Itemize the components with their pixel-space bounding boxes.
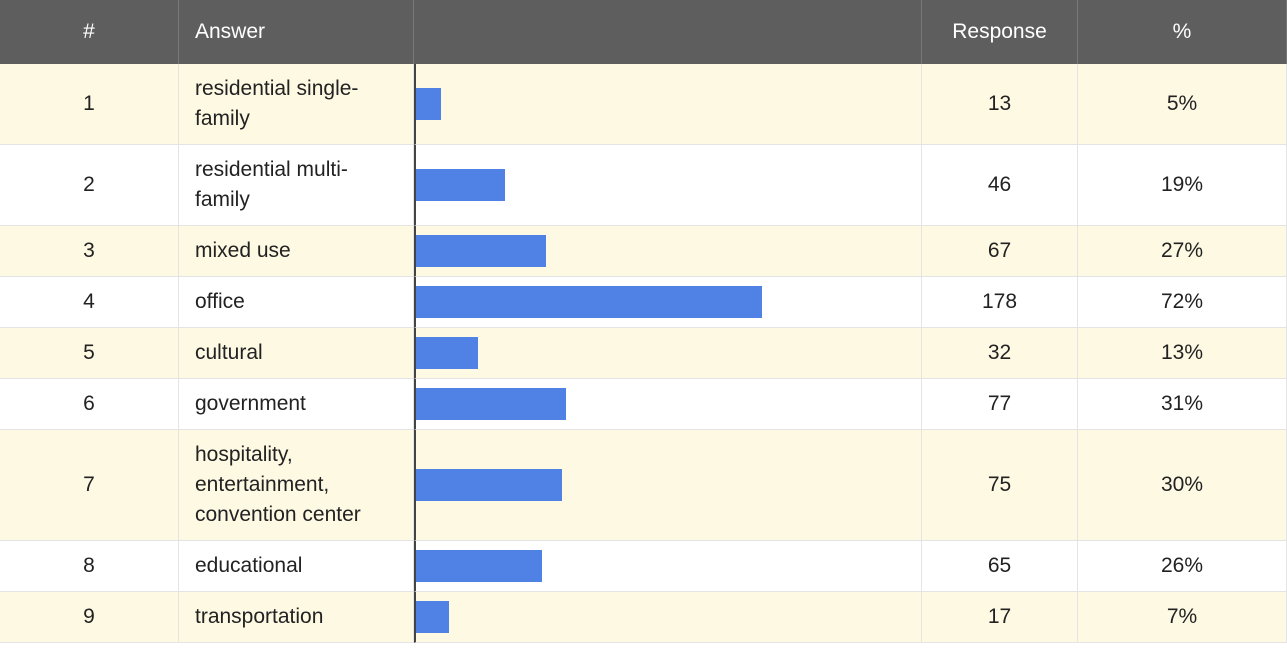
row-answer: educational [179, 541, 414, 592]
response-bar [416, 469, 562, 501]
row-number: 4 [0, 277, 179, 328]
row-number: 3 [0, 226, 179, 277]
row-number: 8 [0, 541, 179, 592]
response-bar [416, 169, 506, 201]
bar-cell [414, 328, 922, 379]
bar-cell [414, 379, 922, 430]
row-percent: 26% [1078, 541, 1287, 592]
bar-cell [414, 430, 922, 541]
row-percent: 30% [1078, 430, 1287, 541]
row-percent: 72% [1078, 277, 1287, 328]
header-bar [414, 0, 922, 64]
row-answer: transportation [179, 592, 414, 643]
bar-cell [414, 145, 922, 226]
row-response: 178 [922, 277, 1078, 328]
row-number: 1 [0, 64, 179, 145]
row-response: 17 [922, 592, 1078, 643]
bar-cell [414, 226, 922, 277]
row-response: 77 [922, 379, 1078, 430]
row-answer: cultural [179, 328, 414, 379]
row-percent: 31% [1078, 379, 1287, 430]
row-percent: 7% [1078, 592, 1287, 643]
row-percent: 13% [1078, 328, 1287, 379]
header-percent: % [1078, 0, 1287, 64]
row-number: 2 [0, 145, 179, 226]
bar-cell [414, 277, 922, 328]
row-response: 67 [922, 226, 1078, 277]
row-response: 75 [922, 430, 1078, 541]
row-percent: 5% [1078, 64, 1287, 145]
row-response: 65 [922, 541, 1078, 592]
row-number: 7 [0, 430, 179, 541]
response-bar [416, 550, 543, 582]
results-table: # Answer Response % 1 residential single-… [0, 0, 1287, 643]
row-percent: 27% [1078, 226, 1287, 277]
response-bar [416, 286, 762, 318]
bar-cell [414, 541, 922, 592]
row-answer: residential multi-family [179, 145, 414, 226]
row-response: 32 [922, 328, 1078, 379]
row-number: 6 [0, 379, 179, 430]
row-answer: office [179, 277, 414, 328]
row-response: 46 [922, 145, 1078, 226]
header-response: Response [922, 0, 1078, 64]
response-bar [416, 235, 547, 267]
response-bar [416, 337, 479, 369]
response-bar [416, 388, 566, 420]
row-percent: 19% [1078, 145, 1287, 226]
row-number: 9 [0, 592, 179, 643]
header-number: # [0, 0, 179, 64]
bar-cell [414, 592, 922, 643]
row-answer: hospitality, entertainment, convention c… [179, 430, 414, 541]
row-answer: mixed use [179, 226, 414, 277]
row-number: 5 [0, 328, 179, 379]
row-response: 13 [922, 64, 1078, 145]
row-answer: residential single-family [179, 64, 414, 145]
response-bar [416, 601, 450, 633]
response-bar [416, 88, 442, 120]
row-answer: government [179, 379, 414, 430]
header-answer: Answer [179, 0, 414, 64]
bar-cell [414, 64, 922, 145]
